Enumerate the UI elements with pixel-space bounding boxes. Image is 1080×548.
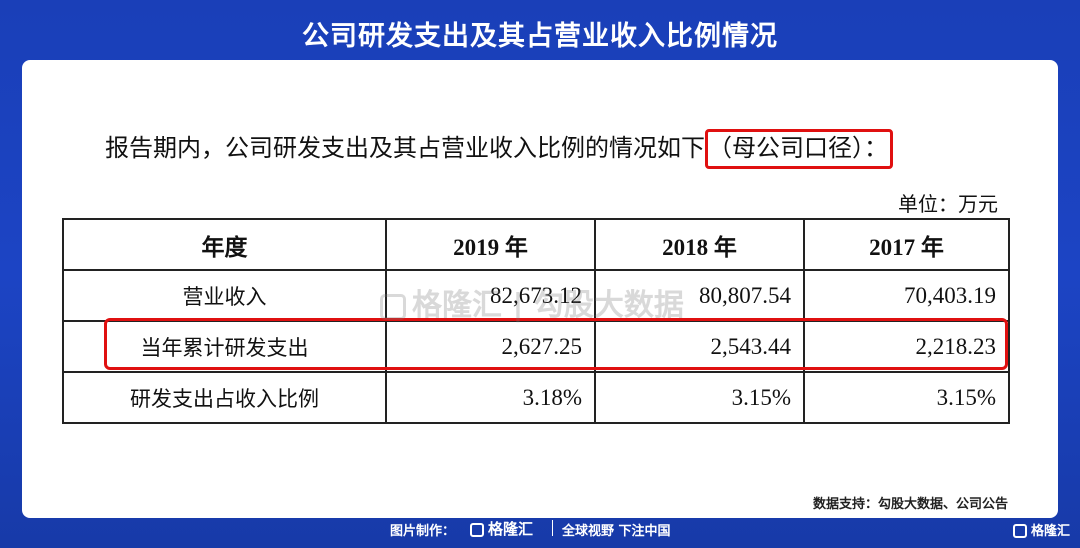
intro-text: 报告期内，公司研发支出及其占营业收入比例的情况如下 （母公司口径）： [105,128,893,169]
intro-main: 报告期内，公司研发支出及其占营业收入比例的情况如下 [105,134,705,162]
watermark-logo-icon [380,293,406,320]
corner-logo: 格隆汇 [1012,520,1070,539]
footer-brand-text: 格隆汇 [488,520,534,538]
unit-label: 单位：万元 [898,192,998,216]
table-cell: 2,218.23 [803,320,1010,373]
header-cell-year: 年度 [62,218,387,271]
corner-logo-icon [1012,524,1027,538]
footer-credit: 图片制作： [390,524,456,539]
table-cell: 3.18% [385,371,596,424]
watermark: 格隆汇 | 勾股大数据 [380,280,684,324]
header-cell-2019: 2019 年 [385,218,596,271]
table-cell: 3.15% [803,371,1010,424]
source-note: 数据支持：勾股大数据、公司公告 [812,497,1008,512]
table-cell: 3.15% [594,371,805,424]
row-label: 当年累计研发支出 [62,320,387,373]
corner-logo-text: 格隆汇 [1030,524,1070,539]
intro-highlight: （母公司口径）： [705,129,893,169]
footer-slogan: 全球视野 下注中国 [562,524,671,539]
footer-bar: 图片制作： 格隆汇 全球视野 下注中国 格隆汇 [0,516,1080,540]
table-cell: 70,403.19 [803,269,1010,322]
header-cell-2017: 2017 年 [803,218,1010,271]
row-label: 研发支出占收入比例 [62,371,387,424]
row-label: 营业收入 [62,269,387,322]
table-cell: 2,543.44 [594,320,805,373]
rd-table: 年度 2019 年 2018 年 2017 年 营业收入 82,673.12 8… [62,218,1010,424]
table-row: 当年累计研发支出 2,627.25 2,543.44 2,218.23 [62,320,1010,373]
table-row: 营业收入 82,673.12 80,807.54 70,403.19 [62,269,1010,322]
watermark-text: 格隆汇 | 勾股大数据 [412,288,684,323]
table-cell: 2,627.25 [385,320,596,373]
footer-brand: 格隆汇 [470,518,533,539]
brand-logo-icon [470,523,484,537]
page-title: 公司研发支出及其占营业收入比例情况 [302,21,778,52]
header-cell-2018: 2018 年 [594,218,805,271]
table-row: 研发支出占收入比例 3.18% 3.15% 3.15% [62,371,1010,424]
table-header-row: 年度 2019 年 2018 年 2017 年 [62,218,1010,271]
footer-divider [552,520,553,536]
table-cell: 82,673.12 [385,269,596,322]
